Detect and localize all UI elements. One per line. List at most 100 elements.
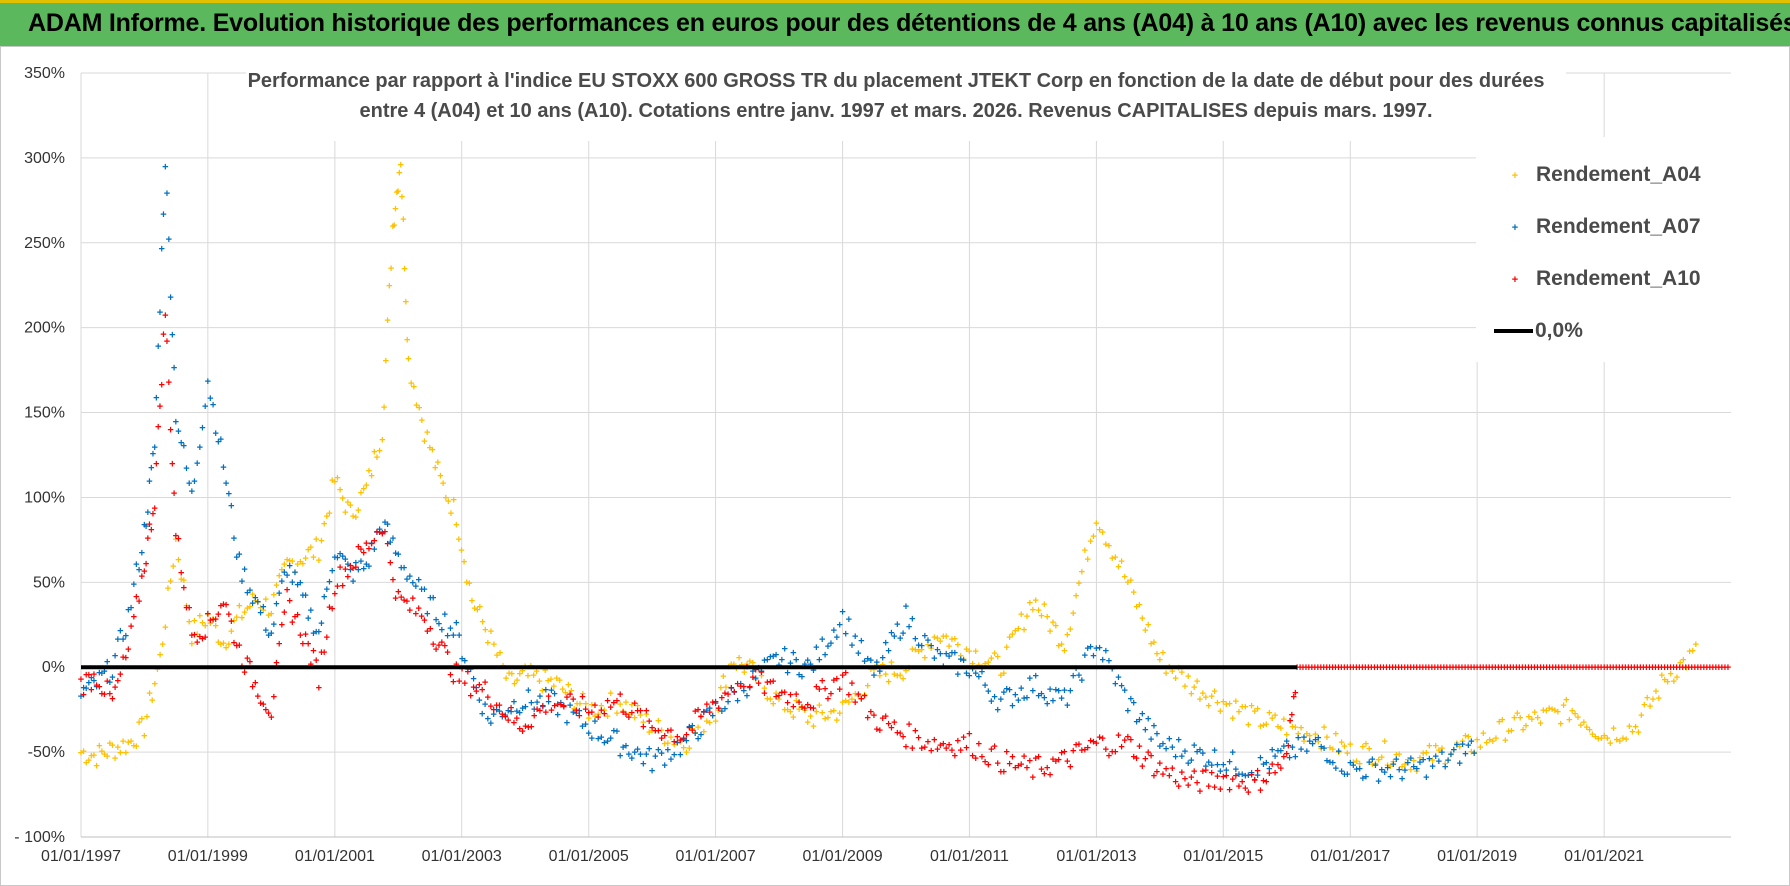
data-point: + — [912, 645, 918, 657]
data-point: + — [604, 711, 610, 723]
data-point: + — [418, 611, 424, 623]
data-point: + — [503, 673, 509, 685]
data-point: + — [324, 632, 330, 644]
data-point: + — [1441, 662, 1447, 674]
data-point: + — [1188, 772, 1194, 784]
data-point: + — [1447, 662, 1453, 674]
data-point: + — [589, 733, 595, 745]
data-point: + — [339, 493, 345, 505]
chart-title-line1: Performance par rapport à l'indice EU ST… — [248, 70, 1545, 92]
data-point: + — [1432, 662, 1438, 674]
data-point: + — [1203, 765, 1209, 777]
data-point: + — [207, 618, 213, 630]
data-point: + — [1562, 662, 1568, 674]
data-point: + — [1378, 752, 1384, 764]
data-point: + — [467, 664, 473, 676]
data-point: + — [1647, 701, 1653, 713]
data-point: + — [1087, 536, 1093, 548]
data-point: + — [1211, 745, 1217, 757]
data-point: + — [1555, 662, 1561, 674]
data-point: + — [1055, 641, 1061, 653]
data-point: + — [321, 647, 327, 659]
data-point: + — [991, 691, 997, 703]
data-point: + — [160, 329, 166, 341]
data-point: + — [722, 688, 728, 700]
data-point: + — [427, 443, 433, 455]
data-point: + — [861, 690, 867, 702]
data-point: + — [318, 618, 324, 630]
data-point: + — [239, 576, 245, 588]
data-point: + — [1301, 736, 1307, 748]
data-point: + — [985, 759, 991, 771]
data-point: + — [1525, 662, 1531, 674]
data-point: + — [626, 710, 632, 722]
data-point: + — [1151, 637, 1157, 649]
data-point: + — [1058, 693, 1064, 705]
data-point: + — [1471, 747, 1477, 759]
data-point: + — [623, 741, 629, 753]
data-point: + — [834, 715, 840, 727]
data-point: + — [360, 564, 366, 576]
data-point: + — [257, 603, 263, 615]
data-point: + — [1321, 722, 1327, 734]
data-point: + — [1223, 770, 1229, 782]
data-point: + — [864, 680, 870, 692]
data-point: + — [212, 620, 218, 632]
data-point: + — [1073, 740, 1079, 752]
data-point: + — [96, 740, 102, 752]
data-point: + — [1099, 654, 1105, 666]
data-point: + — [233, 640, 239, 652]
data-point: + — [779, 687, 785, 699]
data-point: + — [353, 512, 359, 524]
data-point: + — [1289, 722, 1295, 734]
data-point: + — [1064, 700, 1070, 712]
data-point: + — [1125, 732, 1131, 744]
data-point: + — [1142, 753, 1148, 765]
data-point: + — [1009, 700, 1015, 712]
data-point: + — [1529, 714, 1535, 726]
data-point: + — [928, 745, 934, 757]
data-point: + — [574, 699, 580, 711]
chart-title-line2: entre 4 (A04) et 10 ans (A10). Cotations… — [359, 100, 1432, 122]
data-point: + — [1580, 662, 1586, 674]
data-point: + — [804, 717, 810, 729]
data-point: + — [836, 620, 842, 632]
data-point: + — [855, 648, 861, 660]
data-point: + — [931, 653, 937, 665]
data-point: + — [1269, 713, 1275, 725]
data-point: + — [1713, 662, 1719, 674]
report-banner: ADAM Informe. Evolution historique des p… — [0, 0, 1790, 46]
data-point: + — [436, 619, 442, 631]
data-point: + — [415, 574, 421, 586]
data-point: + — [379, 527, 385, 539]
data-point: + — [1378, 765, 1384, 777]
data-point: + — [963, 668, 969, 680]
data-point: + — [236, 640, 242, 652]
data-point: + — [499, 709, 505, 721]
data-point: + — [398, 562, 404, 574]
data-point: + — [709, 711, 715, 723]
data-point: + — [1093, 738, 1099, 750]
data-point: + — [231, 616, 237, 628]
data-point: + — [1372, 759, 1378, 771]
data-point: + — [668, 725, 674, 737]
data-point: + — [252, 592, 258, 604]
data-point: + — [922, 742, 928, 754]
data-point: + — [210, 400, 216, 412]
data-point: + — [1330, 758, 1336, 770]
data-point: + — [915, 646, 921, 658]
data-point: + — [1417, 757, 1423, 769]
data-point: + — [1125, 706, 1131, 718]
data-point: + — [640, 722, 646, 734]
data-point: + — [1695, 662, 1701, 674]
data-point: + — [868, 706, 874, 718]
data-point: + — [1534, 662, 1540, 674]
y-tick-label: 150% — [24, 405, 65, 422]
data-point: + — [1537, 718, 1543, 730]
data-point: + — [1096, 732, 1102, 744]
data-point: + — [1366, 757, 1372, 769]
data-point: + — [1112, 552, 1118, 564]
data-point: + — [1055, 686, 1061, 698]
data-point: + — [400, 214, 406, 226]
data-point: + — [421, 584, 427, 596]
